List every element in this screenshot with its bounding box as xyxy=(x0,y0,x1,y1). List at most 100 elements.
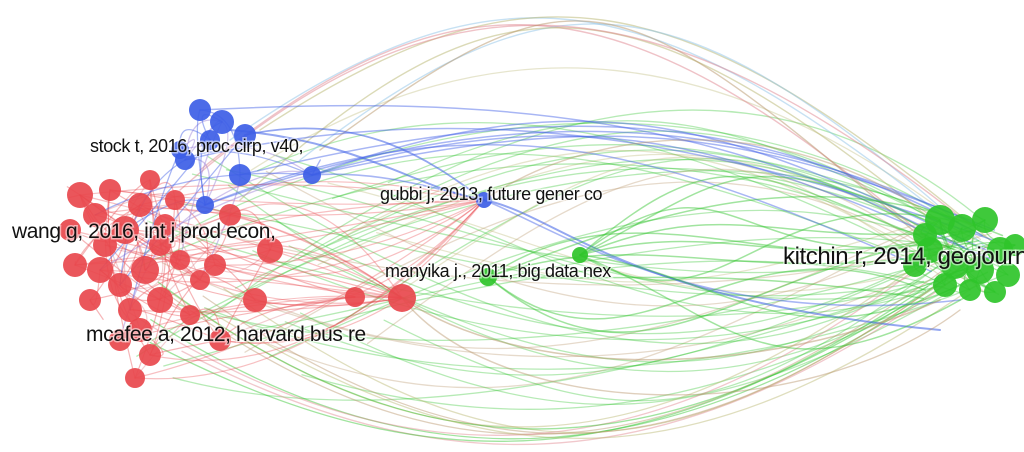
edge-long xyxy=(161,259,943,358)
node-red xyxy=(67,182,93,208)
edge-red-hub xyxy=(219,199,485,344)
edge-long xyxy=(212,231,992,286)
edge-red-hub xyxy=(134,199,485,380)
edge-long xyxy=(298,130,957,259)
edge-long xyxy=(205,109,990,322)
edge-green-hub xyxy=(487,240,932,333)
edge-blue xyxy=(99,174,313,271)
edge-red xyxy=(149,179,221,341)
edge-long xyxy=(275,220,972,335)
node-red xyxy=(170,250,190,270)
edge-green-hub xyxy=(487,276,924,300)
node-red xyxy=(108,273,132,297)
edge-long xyxy=(301,279,970,410)
edge-bottom-arc xyxy=(150,265,974,440)
edge-top-arc xyxy=(229,17,961,231)
label-manyika-2011: manyika j., 2011, big data nex xyxy=(385,261,611,281)
edge-blue-long xyxy=(199,104,965,248)
edge-bottom-arc xyxy=(157,261,971,430)
edge-red-hub xyxy=(214,264,403,299)
edge-red-hub xyxy=(79,194,403,299)
edge-red-hub xyxy=(219,297,403,344)
edge-red-hub xyxy=(269,249,403,299)
edge-green-hub xyxy=(579,175,938,256)
edge-green-hub xyxy=(579,254,971,350)
edge-top-arc xyxy=(319,20,931,246)
edge-red xyxy=(124,229,271,261)
edge-long xyxy=(267,225,926,389)
edge-red-hub xyxy=(214,199,485,278)
edge-red xyxy=(144,269,403,307)
edge-green-hub xyxy=(487,232,980,278)
network-labels: stock t, 2016, proc cirp, v40, gubbi j, … xyxy=(10,135,1024,348)
node-green xyxy=(572,247,588,263)
edge-long xyxy=(387,120,989,246)
node-green xyxy=(1004,234,1024,256)
edge-green-hub xyxy=(579,212,959,282)
edge-green-hub xyxy=(579,223,975,256)
edge-bottom-arc xyxy=(213,277,987,439)
edge-green-hub xyxy=(579,228,981,256)
label-wang-2016: wang g, 2016, int j prod econ, xyxy=(11,220,276,243)
edge-blue-long xyxy=(311,135,996,231)
edge-long xyxy=(326,149,992,256)
node-green xyxy=(959,279,981,301)
node-red xyxy=(147,287,173,313)
node-red xyxy=(180,305,200,325)
node-green xyxy=(966,256,994,284)
node-red xyxy=(79,289,101,311)
edge-blue-long xyxy=(184,127,993,241)
label-gubbi-2013: gubbi j, 2013, future gener co xyxy=(380,184,603,204)
node-red xyxy=(190,270,210,290)
edge-red-hub xyxy=(139,296,403,331)
node-green xyxy=(933,273,957,297)
node-red xyxy=(204,254,226,276)
edge-red-hub xyxy=(134,199,485,379)
edge-blue-long xyxy=(204,130,983,228)
node-green xyxy=(984,281,1006,303)
node-red xyxy=(59,219,81,241)
node-green xyxy=(479,268,497,286)
edge-blue-long xyxy=(239,125,983,237)
edge-long xyxy=(177,236,1010,341)
edge-long xyxy=(366,168,989,345)
edge-red-hub xyxy=(159,199,485,246)
edge-blue-long xyxy=(311,135,999,263)
node-red xyxy=(111,216,139,244)
edge-long xyxy=(327,182,922,293)
node-red xyxy=(109,329,131,351)
edge-long xyxy=(242,221,931,350)
node-red xyxy=(83,203,107,227)
node-blue xyxy=(303,166,321,184)
edge-long xyxy=(250,67,981,241)
edge-long xyxy=(227,184,953,373)
edge-long xyxy=(336,157,952,325)
edge-long xyxy=(150,170,1009,342)
node-blue xyxy=(196,196,214,214)
node-green xyxy=(948,214,976,242)
edge-red-hub xyxy=(79,184,485,201)
edge-green-hub xyxy=(487,195,1004,278)
edge-brown xyxy=(401,297,941,361)
node-red xyxy=(128,193,152,217)
edge-long xyxy=(142,122,958,255)
edge-top-arc xyxy=(199,23,941,251)
edge-long xyxy=(383,238,975,402)
edge-bottom-arc xyxy=(149,270,952,442)
edge-blue xyxy=(179,144,313,176)
edge-blue-cross xyxy=(244,127,485,201)
edge-brown xyxy=(483,139,951,231)
edge-red-hub xyxy=(149,199,485,362)
edge-red xyxy=(174,199,209,281)
edge-long xyxy=(299,291,951,406)
edge-red-hub xyxy=(179,243,403,299)
network-nodes xyxy=(59,99,1024,388)
edge-bottom-arc xyxy=(181,257,985,446)
edge-long xyxy=(332,144,974,227)
edge-red-hub xyxy=(199,279,403,304)
edge-red-hub xyxy=(109,189,485,205)
label-kitchin-2014: kitchin r, 2014, geojournal, v xyxy=(783,243,1024,270)
edge-blue xyxy=(184,151,313,176)
edge-red-hub xyxy=(139,199,485,216)
